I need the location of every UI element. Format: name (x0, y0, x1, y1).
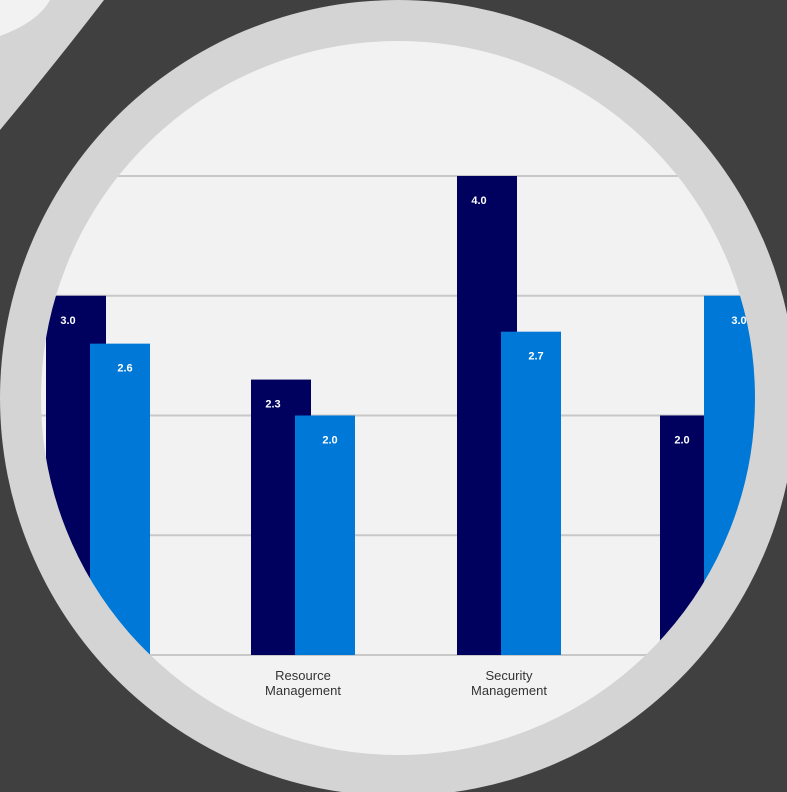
bar (295, 415, 355, 655)
data-label: 2.0 (674, 435, 689, 447)
bar (501, 331, 561, 655)
lens-plot-area (40, 40, 756, 756)
data-label: 2.0 (322, 435, 337, 447)
data-label: 2.3 (265, 399, 280, 411)
category-label: Security Management (471, 668, 547, 698)
lens-inner-edge (39, 39, 757, 757)
data-label: 2.6 (117, 363, 132, 375)
category-labels: Resource Management Security Management (265, 668, 547, 698)
data-label: 4.0 (471, 195, 486, 207)
category-label: Resource Management (265, 668, 341, 698)
corner-ring-arc (0, 0, 104, 130)
data-label: 3.0 (731, 315, 746, 327)
corner-panel (0, 0, 50, 36)
data-label: 2.7 (528, 351, 543, 363)
data-labels: 3.0 2.3 4.0 2.0 2.6 2.0 2.7 3.0 (60, 195, 746, 447)
data-label: 3.0 (60, 315, 75, 327)
